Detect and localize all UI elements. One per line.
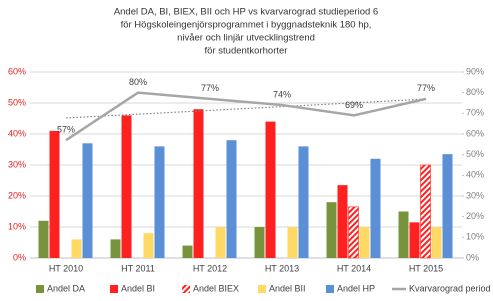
- legend-label: Kvarvarograd period 6: [409, 283, 493, 293]
- y-tick-label: 20%: [8, 190, 26, 200]
- y-tick-label: 10%: [8, 221, 26, 231]
- legend-swatch: [36, 285, 44, 293]
- legend-swatch: [182, 285, 190, 293]
- bar: [420, 164, 431, 259]
- trend-line: [65, 98, 427, 119]
- bar: [409, 222, 420, 258]
- y2-tick-label: 10%: [466, 232, 484, 242]
- legend-swatch: [110, 285, 118, 293]
- y2-tick-label: 20%: [466, 211, 484, 221]
- legend-label: Andel HP: [337, 283, 375, 293]
- bar: [110, 239, 121, 258]
- legend-swatch: [326, 285, 334, 293]
- data-label: 77%: [201, 83, 219, 93]
- y2-tick-label: 0%: [466, 252, 479, 262]
- bar: [71, 239, 82, 258]
- y-tick-label: 50%: [8, 97, 26, 107]
- bar: [121, 115, 132, 259]
- x-tick-label: HT 2014: [337, 263, 371, 273]
- bar: [38, 220, 49, 258]
- bar: [398, 211, 409, 258]
- bar: [82, 143, 93, 258]
- line: [65, 91, 427, 142]
- y-tick-label: 60%: [8, 66, 26, 76]
- data-label: 69%: [345, 100, 363, 110]
- bar: [49, 130, 60, 258]
- y-tick-label: 40%: [8, 128, 26, 138]
- bar: [215, 227, 226, 258]
- bar: [337, 185, 348, 258]
- y2-tick-label: 90%: [466, 66, 484, 76]
- bar: [154, 146, 165, 258]
- y2-tick-label: 40%: [466, 170, 484, 180]
- y2-tick-label: 30%: [466, 190, 484, 200]
- y2-tick-label: 80%: [466, 87, 484, 97]
- bar: [370, 158, 381, 258]
- chart-title: för studentkorhorter: [205, 46, 288, 57]
- y2-tick-label: 60%: [466, 128, 484, 138]
- y-tick-label: 0%: [13, 252, 26, 262]
- legend-label: Andel BIEX: [193, 283, 239, 293]
- bar: [298, 146, 309, 258]
- bar: [143, 233, 154, 258]
- data-label: 57%: [57, 125, 75, 135]
- legend-swatch: [258, 285, 266, 293]
- bar: [442, 154, 453, 258]
- legend-label: Andel BII: [269, 283, 306, 293]
- bar: [287, 227, 298, 258]
- bar: [431, 227, 442, 258]
- chart-title: Andel DA, BI, BIEX, BII och HP vs kvarva…: [114, 7, 378, 18]
- data-label: 80%: [129, 77, 147, 87]
- legend-label: Andel BI: [121, 283, 155, 293]
- x-tick-label: HT 2011: [121, 263, 155, 273]
- bar: [226, 140, 237, 258]
- chart-title: för Högskoleingenjörsprogrammet i byggna…: [121, 20, 372, 31]
- bar: [182, 245, 193, 258]
- chart-title: nivåer och linjär utvecklingstrend: [177, 33, 315, 44]
- bar: [326, 202, 337, 258]
- x-tick-label: HT 2010: [49, 263, 83, 273]
- bar: [193, 109, 204, 258]
- y2-tick-label: 50%: [466, 149, 484, 159]
- x-tick-label: HT 2015: [409, 263, 443, 273]
- legend-label: Andel DA: [47, 283, 85, 293]
- bar: [348, 206, 359, 259]
- x-tick-label: HT 2012: [193, 263, 227, 273]
- bar: [254, 227, 265, 258]
- bar: [265, 121, 276, 258]
- x-tick-label: HT 2013: [265, 263, 299, 273]
- y-tick-label: 30%: [8, 159, 26, 169]
- y2-tick-label: 70%: [466, 108, 484, 118]
- data-label: 77%: [417, 83, 435, 93]
- bar: [359, 227, 370, 258]
- data-label: 74%: [273, 89, 291, 99]
